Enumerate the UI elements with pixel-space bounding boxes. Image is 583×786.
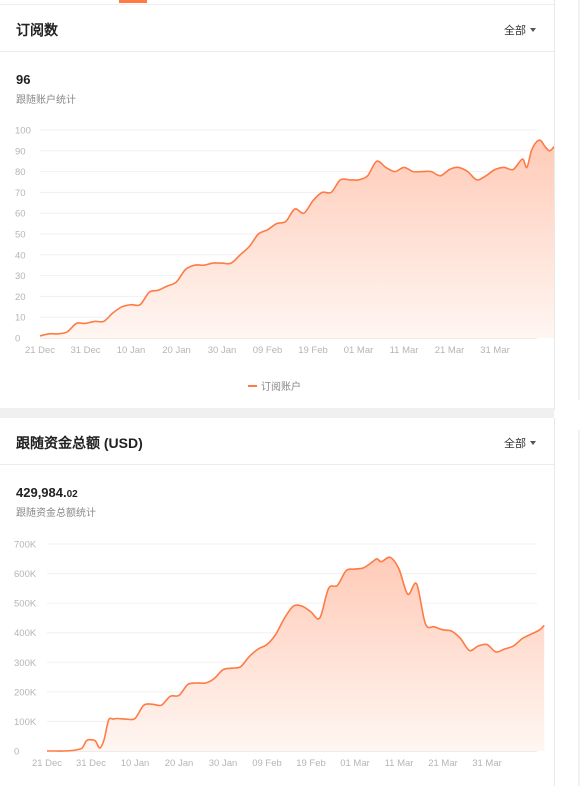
section-gap (0, 408, 554, 418)
x-tick-label: 09 Feb (253, 345, 283, 356)
y-tick-label: 100K (14, 717, 37, 728)
y-tick-label: 700K (14, 540, 37, 551)
y-tick-label: 600K (14, 569, 37, 580)
x-tick-label: 20 Jan (162, 345, 191, 356)
funds-stat-value-decimal: 02 (66, 489, 78, 500)
legend-label: 订阅账户 (261, 382, 301, 393)
divider (554, 0, 555, 410)
funds-filter-label: 全部 (504, 438, 526, 450)
x-tick-label: 19 Feb (296, 758, 326, 769)
x-tick-label: 10 Jan (121, 758, 150, 769)
x-tick-label: 11 Mar (390, 345, 419, 356)
scrollbar[interactable] (578, 0, 580, 400)
x-tick-label: 31 Dec (76, 758, 106, 769)
x-tick-label: 30 Jan (208, 345, 237, 356)
funds-stat-value: 429,984.02 (16, 485, 78, 500)
y-tick-label: 20 (15, 292, 26, 303)
y-tick-label: 60 (15, 209, 26, 220)
x-tick-label: 20 Jan (165, 758, 194, 769)
x-tick-label: 21 Mar (428, 758, 458, 769)
funds-title: 跟随资金总额 (USD) (16, 435, 143, 451)
y-tick-label: 500K (14, 599, 37, 610)
funds-filter-dropdown[interactable]: 全部 (504, 435, 536, 451)
funds-card-header: 跟随资金总额 (USD) 全部 (0, 418, 554, 465)
y-tick-label: 10 (15, 313, 26, 324)
x-tick-label: 11 Mar (385, 758, 414, 769)
funds-chart: 0 100K 200K 300K 400K 500K 600K 700K 21 Dec 31 De… (14, 540, 545, 769)
x-tick-label: 21 Mar (435, 345, 465, 356)
legend-swatch (248, 385, 257, 387)
subscriptions-stat-value: 96 (16, 72, 31, 87)
scrollbar[interactable] (578, 430, 580, 786)
series-area (40, 140, 554, 338)
x-tick-label: 19 Feb (298, 345, 328, 356)
y-tick-label: 70 (15, 188, 26, 199)
divider (554, 418, 555, 786)
funds-stat-value-integer: 429,984. (16, 485, 67, 500)
y-tick-label: 90 (15, 146, 26, 157)
x-tick-label: 31 Mar (480, 345, 510, 356)
funds-stat-label: 跟随资金总额统计 (16, 508, 96, 519)
x-tick-label: 01 Mar (344, 345, 374, 356)
subscriptions-card: 订阅数 全部 96 跟随账户统计 0 10 20 30 40 50 60 70 80 90 100 2… (0, 4, 554, 409)
y-tick-label: 50 (15, 230, 26, 241)
y-tick-label: 30 (15, 271, 26, 282)
caret-down-icon (530, 28, 536, 32)
active-tab-indicator (119, 0, 147, 3)
subscriptions-card-header: 订阅数 全部 (0, 5, 554, 52)
x-tick-label: 21 Dec (32, 758, 62, 769)
y-tick-label: 100 (15, 126, 31, 137)
y-tick-label: 200K (14, 687, 37, 698)
y-tick-label: 0 (14, 747, 19, 758)
y-tick-label: 40 (15, 250, 26, 261)
subscriptions-title: 订阅数 (16, 22, 58, 38)
funds-card: 跟随资金总额 (USD) 全部 429,984.02 跟随资金总额统计 0 100… (0, 418, 554, 786)
subscriptions-chart: 0 10 20 30 40 50 60 70 80 90 100 21 Dec 31 Dec 10 Jan… (15, 126, 554, 356)
subscriptions-filter-label: 全部 (504, 25, 526, 37)
y-tick-label: 80 (15, 167, 26, 178)
x-tick-label: 01 Mar (340, 758, 370, 769)
series-area (47, 557, 545, 752)
series-line (46, 556, 545, 752)
caret-down-icon (530, 441, 536, 445)
x-tick-label: 31 Dec (70, 345, 100, 356)
x-tick-label: 30 Jan (209, 758, 238, 769)
y-tick-label: 0 (15, 334, 20, 345)
y-tick-label: 300K (14, 658, 37, 669)
subscriptions-legend[interactable]: 订阅账户 (248, 378, 301, 393)
subscriptions-stat-label: 跟随账户统计 (16, 95, 76, 106)
subscriptions-filter-dropdown[interactable]: 全部 (504, 22, 536, 38)
x-tick-label: 10 Jan (117, 345, 146, 356)
x-tick-label: 21 Dec (25, 345, 55, 356)
x-tick-label: 31 Mar (472, 758, 502, 769)
series-line (39, 139, 554, 337)
x-tick-label: 09 Feb (252, 758, 282, 769)
y-tick-label: 400K (14, 628, 37, 639)
